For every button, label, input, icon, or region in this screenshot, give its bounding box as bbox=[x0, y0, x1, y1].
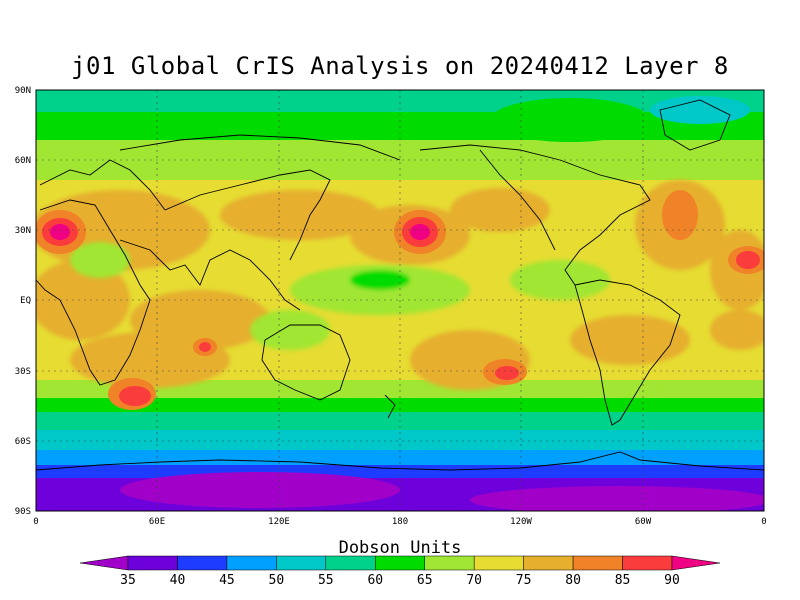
colorbar-swatch bbox=[523, 555, 574, 571]
colorbar-swatch bbox=[325, 555, 376, 571]
colorbar-tick-label: 75 bbox=[516, 573, 532, 588]
lat-label: EQ bbox=[20, 296, 31, 306]
colorbar-tick-label: 50 bbox=[269, 573, 285, 588]
colorbar-tick-label: 45 bbox=[219, 573, 235, 588]
colorbar-swatch bbox=[424, 555, 475, 571]
colorbar-swatch bbox=[473, 555, 524, 571]
lon-label: 60W bbox=[635, 517, 652, 527]
colorbar-tick-label: 80 bbox=[565, 573, 581, 588]
lon-label: 180 bbox=[392, 517, 408, 527]
lon-axis: 0 60E 120E 180 120W 60W 0 bbox=[33, 517, 766, 527]
map-title: j01 Global CrIS Analysis on 20240412 Lay… bbox=[71, 52, 729, 80]
colorbar-tick-label: 55 bbox=[318, 573, 334, 588]
lon-label: 60E bbox=[149, 517, 165, 527]
colorbar-swatch bbox=[622, 555, 673, 571]
colorbar-swatch bbox=[226, 555, 277, 571]
colorbar-arrow-high bbox=[671, 555, 721, 571]
colorbar-arrow-low bbox=[79, 555, 129, 571]
lat-label: 60N bbox=[15, 156, 31, 166]
colorbar-tick-label: 60 bbox=[367, 573, 383, 588]
lat-label: 30S bbox=[15, 367, 31, 377]
lat-label: 90N bbox=[15, 86, 31, 96]
colorbar-tick-label: 70 bbox=[466, 573, 482, 588]
lat-label: 30N bbox=[15, 226, 31, 236]
colorbar-swatch bbox=[375, 555, 425, 571]
colorbar-tick-label: 85 bbox=[615, 573, 631, 588]
lon-label: 120E bbox=[268, 517, 290, 527]
colorbar-tick-label: 35 bbox=[120, 573, 136, 588]
colorbar-swatch bbox=[276, 555, 327, 571]
lon-label: 120W bbox=[510, 517, 532, 527]
colorbar-swatch bbox=[572, 555, 623, 571]
colorbar-title: Dobson Units bbox=[339, 538, 462, 558]
ozone-field bbox=[36, 90, 764, 511]
colorbar: 35 40 45 50 55 60 65 70 75 80 85 90 bbox=[79, 555, 721, 588]
colorbar-tick-label: 40 bbox=[170, 573, 186, 588]
lon-label: 0 bbox=[761, 517, 766, 527]
graticule bbox=[36, 90, 764, 511]
colorbar-swatch bbox=[127, 555, 178, 571]
lon-label: 0 bbox=[33, 517, 38, 527]
colorbar-tick-label: 65 bbox=[417, 573, 433, 588]
colorbar-swatch bbox=[177, 555, 228, 571]
map-frame bbox=[35, 89, 765, 512]
colorbar-tick-label: 90 bbox=[664, 573, 680, 588]
lat-axis: 90N 60N 30N EQ 30S 60S 90S bbox=[15, 86, 31, 517]
lat-label: 90S bbox=[15, 507, 31, 517]
coastlines bbox=[36, 99, 764, 471]
lat-label: 60S bbox=[15, 437, 31, 447]
